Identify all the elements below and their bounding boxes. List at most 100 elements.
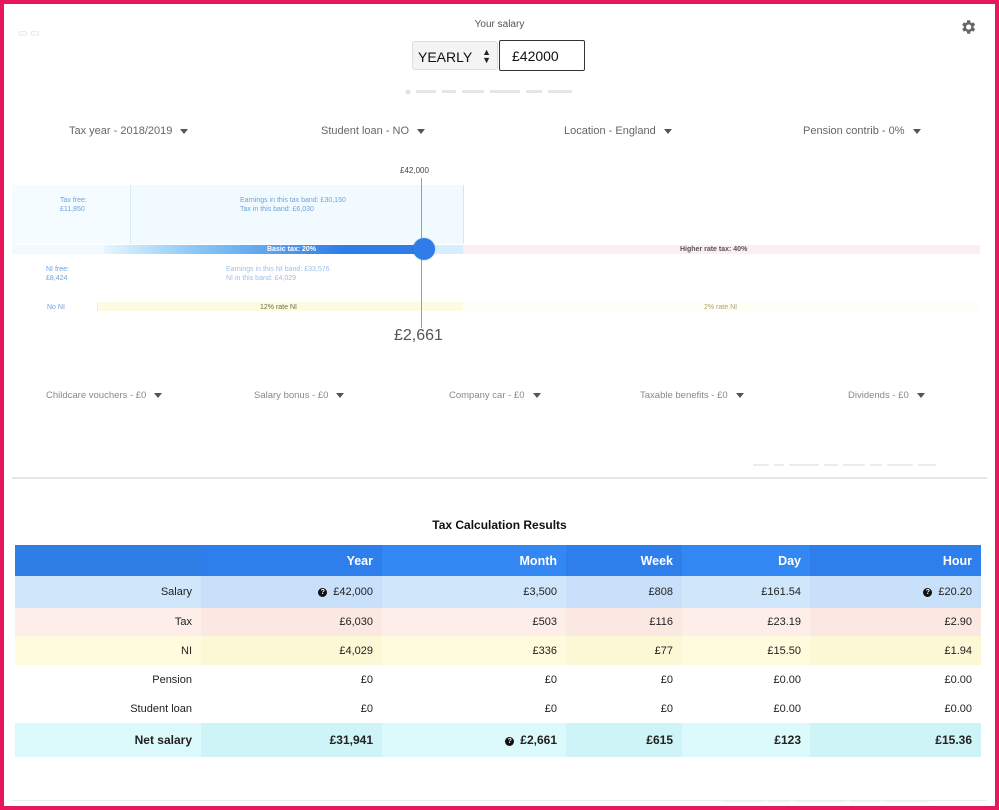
faint-links <box>753 456 983 466</box>
basic-band-tax: Tax in this band: £6,030 <box>240 206 314 213</box>
column-header-day: Day <box>682 545 810 576</box>
pension-day: £0.00 <box>682 665 810 694</box>
table-row-ni: NI £4,029 £336 £77 £15.50 £1.94 <box>15 636 981 665</box>
student-loan-month: £0 <box>382 694 566 723</box>
ni-band-earnings: Earnings in this NI band: £33,576 <box>226 266 330 273</box>
faint-footer <box>723 789 983 802</box>
results-table: Year Month Week Day Hour Salary ? £42,000… <box>15 545 981 757</box>
no-ni-label: No NI <box>47 304 65 311</box>
salary-bonus-dropdown[interactable]: Salary bonus - £0 <box>254 390 345 401</box>
net-hour: £15.36 <box>810 723 981 757</box>
salary-slider-handle[interactable] <box>413 238 435 260</box>
period-select[interactable]: YEARLY ▲ ▼ <box>412 41 498 70</box>
student-loan-year: £0 <box>201 694 382 723</box>
pension-hour: £0.00 <box>810 665 981 694</box>
dividends-dropdown[interactable]: Dividends - £0 <box>848 390 925 401</box>
marker-net-value: £2,661 <box>394 327 443 344</box>
basic-tax-label: Basic tax: 20% <box>267 246 317 253</box>
table-row-tax: Tax £6,030 £503 £116 £23.19 £2.90 <box>15 608 981 636</box>
column-header-year: Year <box>201 545 382 576</box>
row-label: Salary <box>15 576 201 608</box>
student-loan-day: £0.00 <box>682 694 810 723</box>
question-icon[interactable]: ? <box>923 588 933 597</box>
salary-day: £161.54 <box>682 576 810 608</box>
tax-free-label: Tax free: <box>60 197 87 204</box>
location-dropdown[interactable]: Location - England <box>564 125 672 137</box>
student-loan-dropdown[interactable]: Student loan - NO <box>321 125 426 137</box>
marker-salary-label: £42,000 <box>400 166 429 175</box>
pension-label: Pension contrib - 0% <box>803 125 905 137</box>
row-label: Student loan <box>15 694 201 723</box>
tax-free-bar <box>12 245 104 254</box>
ni-12-bar <box>97 302 463 311</box>
caret-down-icon <box>336 392 345 398</box>
childcare-dropdown[interactable]: Childcare vouchers - £0 <box>46 390 163 401</box>
period-value: YEARLY <box>418 49 473 65</box>
tax-free-value: £11,850 <box>60 206 85 213</box>
row-label: Net salary <box>15 723 201 757</box>
student-loan-label: Student loan - NO <box>321 125 410 137</box>
faint-logo: ▭ ▭ <box>18 28 40 39</box>
caret-down-icon <box>180 128 189 134</box>
ni-month: £336 <box>382 636 566 665</box>
salary-input[interactable] <box>499 40 585 71</box>
tax-free-band <box>12 185 130 244</box>
ni-year: £4,029 <box>201 636 382 665</box>
pension-dropdown[interactable]: Pension contrib - 0% <box>803 125 921 137</box>
faint-options-row <box>406 83 596 94</box>
salary-label: Your salary <box>474 19 525 30</box>
caret-down-icon <box>735 392 744 398</box>
basic-tax-bar-remaining <box>422 245 463 254</box>
section-divider <box>12 477 987 479</box>
location-label: Location - England <box>564 125 656 137</box>
ni-day: £15.50 <box>682 636 810 665</box>
column-header <box>15 545 201 576</box>
tax-hour: £2.90 <box>810 608 981 636</box>
question-icon[interactable]: ? <box>505 737 515 746</box>
ni-hour: £1.94 <box>810 636 981 665</box>
net-day: £123 <box>682 723 810 757</box>
pension-month: £0 <box>382 665 566 694</box>
table-row-student-loan: Student loan £0 £0 £0 £0.00 £0.00 <box>15 694 981 723</box>
company-car-dropdown[interactable]: Company car - £0 <box>449 390 541 401</box>
updown-arrows-icon: ▲ ▼ <box>482 47 491 65</box>
caret-down-icon <box>417 128 426 134</box>
tax-month: £503 <box>382 608 566 636</box>
basic-band-earnings: Earnings in this tax band: £30,150 <box>240 197 346 204</box>
caret-down-icon <box>532 392 541 398</box>
student-loan-week: £0 <box>566 694 682 723</box>
company-car-label: Company car - £0 <box>449 390 525 401</box>
salary-week: £808 <box>566 576 682 608</box>
ni-band-amount: NI in this band: £4,029 <box>226 275 297 282</box>
footer-divider <box>12 800 987 801</box>
taxable-benefits-dropdown[interactable]: Taxable benefits - £0 <box>640 390 744 401</box>
table-row-net-salary: Net salary £31,941 ? £2,661 £615 £123 £15… <box>15 723 981 757</box>
column-header-month: Month <box>382 545 566 576</box>
gear-icon[interactable] <box>959 18 977 36</box>
net-year: £31,941 <box>201 723 382 757</box>
pension-year: £0 <box>201 665 382 694</box>
net-month-cell: ? £2,661 <box>382 723 566 757</box>
tax-week: £116 <box>566 608 682 636</box>
salary-hour-cell: ? £20.20 <box>810 576 981 608</box>
salary-hour: £20.20 <box>938 586 972 598</box>
column-header-week: Week <box>566 545 682 576</box>
higher-tax-label: Higher rate tax: 40% <box>680 246 748 253</box>
question-icon[interactable]: ? <box>318 588 328 597</box>
ni-free-value: £8,424 <box>46 275 68 282</box>
tax-band-chart: Tax free: £11,850 Earnings in this tax b… <box>4 159 995 349</box>
salary-bonus-label: Salary bonus - £0 <box>254 390 329 401</box>
basic-tax-bar <box>104 245 422 254</box>
tax-year-dropdown[interactable]: Tax year - 2018/2019 <box>69 125 189 137</box>
caret-down-icon <box>916 392 925 398</box>
ni-week: £77 <box>566 636 682 665</box>
pension-week: £0 <box>566 665 682 694</box>
caret-down-icon <box>154 392 163 398</box>
higher-band-edge <box>463 185 464 244</box>
ni-12-label: 12% rate NI <box>260 304 297 311</box>
taxable-benefits-label: Taxable benefits - £0 <box>640 390 728 401</box>
tax-year-label: Tax year - 2018/2019 <box>69 125 173 137</box>
ni-free-label: NI free: <box>46 266 69 273</box>
tax-year: £6,030 <box>201 608 382 636</box>
tax-day: £23.19 <box>682 608 810 636</box>
